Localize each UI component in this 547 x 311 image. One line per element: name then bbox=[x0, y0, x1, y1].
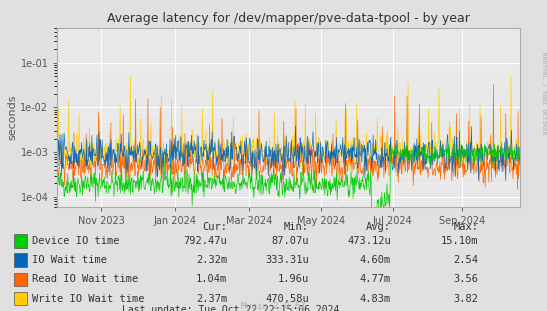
Bar bbox=[14, 234, 27, 248]
Text: Read IO Wait time: Read IO Wait time bbox=[32, 274, 138, 284]
Text: 792.47u: 792.47u bbox=[183, 236, 227, 246]
Text: Min:: Min: bbox=[284, 222, 309, 232]
Text: 333.31u: 333.31u bbox=[265, 255, 309, 265]
Bar bbox=[14, 253, 27, 267]
Text: 3.56: 3.56 bbox=[453, 274, 479, 284]
Text: RRDTOOL / TOBI OETIKER: RRDTOOL / TOBI OETIKER bbox=[542, 52, 546, 135]
Text: 4.60m: 4.60m bbox=[360, 255, 391, 265]
Text: 4.77m: 4.77m bbox=[360, 274, 391, 284]
Text: 87.07u: 87.07u bbox=[271, 236, 309, 246]
Text: Last update: Tue Oct 22 22:15:06 2024: Last update: Tue Oct 22 22:15:06 2024 bbox=[122, 305, 339, 311]
Text: 2.37m: 2.37m bbox=[196, 294, 227, 304]
Text: Cur:: Cur: bbox=[202, 222, 227, 232]
Title: Average latency for /dev/mapper/pve-data-tpool - by year: Average latency for /dev/mapper/pve-data… bbox=[107, 12, 470, 26]
Text: 473.12u: 473.12u bbox=[347, 236, 391, 246]
Y-axis label: seconds: seconds bbox=[8, 95, 18, 140]
Bar bbox=[14, 273, 27, 286]
Text: Munin 2.0.67: Munin 2.0.67 bbox=[241, 302, 306, 311]
Text: 4.83m: 4.83m bbox=[360, 294, 391, 304]
Text: Device IO time: Device IO time bbox=[32, 236, 119, 246]
Text: Write IO Wait time: Write IO Wait time bbox=[32, 294, 144, 304]
Text: Avg:: Avg: bbox=[366, 222, 391, 232]
Text: 2.54: 2.54 bbox=[453, 255, 479, 265]
Text: 3.82: 3.82 bbox=[453, 294, 479, 304]
Bar bbox=[14, 292, 27, 305]
Text: 15.10m: 15.10m bbox=[441, 236, 479, 246]
Text: 1.04m: 1.04m bbox=[196, 274, 227, 284]
Text: IO Wait time: IO Wait time bbox=[32, 255, 107, 265]
Text: 2.32m: 2.32m bbox=[196, 255, 227, 265]
Text: 470.58u: 470.58u bbox=[265, 294, 309, 304]
Text: 1.96u: 1.96u bbox=[278, 274, 309, 284]
Text: Max:: Max: bbox=[453, 222, 479, 232]
